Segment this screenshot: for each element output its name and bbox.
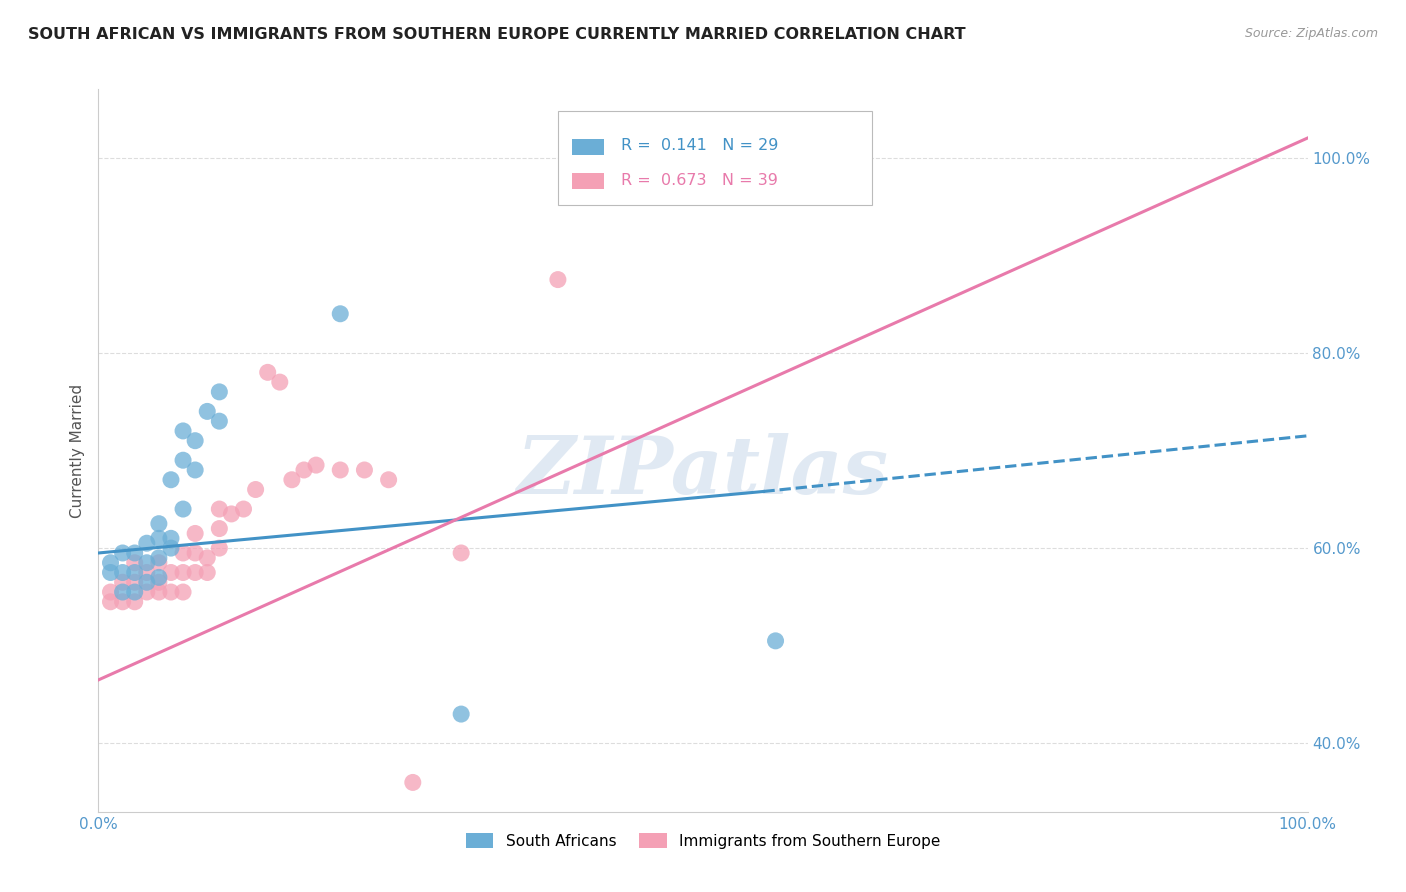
Point xyxy=(135,556,157,570)
Point xyxy=(172,566,194,580)
Point xyxy=(450,707,472,722)
Point xyxy=(111,595,134,609)
Point xyxy=(148,556,170,570)
Point xyxy=(172,502,194,516)
FancyBboxPatch shape xyxy=(572,138,605,154)
Point xyxy=(208,384,231,399)
Point xyxy=(148,570,170,584)
Point xyxy=(208,502,231,516)
Point xyxy=(195,550,218,565)
Point xyxy=(353,463,375,477)
Point xyxy=(377,473,399,487)
Point xyxy=(232,502,254,516)
Point xyxy=(135,585,157,599)
Point xyxy=(148,585,170,599)
Point xyxy=(124,546,146,560)
Text: ZIPatlas: ZIPatlas xyxy=(517,434,889,511)
Point xyxy=(402,775,425,789)
Point xyxy=(135,566,157,580)
Point xyxy=(329,463,352,477)
Point xyxy=(172,585,194,599)
Point xyxy=(100,566,122,580)
Point xyxy=(160,541,183,555)
Point xyxy=(124,556,146,570)
Point xyxy=(100,595,122,609)
Point xyxy=(184,526,207,541)
Text: R =  0.673   N = 39: R = 0.673 N = 39 xyxy=(621,173,778,188)
Point xyxy=(292,463,315,477)
Point xyxy=(172,424,194,438)
Point xyxy=(281,473,304,487)
Point xyxy=(148,532,170,546)
Point xyxy=(124,595,146,609)
Point xyxy=(208,541,231,555)
Point xyxy=(135,536,157,550)
Point xyxy=(160,585,183,599)
Point xyxy=(305,458,328,472)
Point xyxy=(184,463,207,477)
Point xyxy=(184,434,207,448)
Point xyxy=(111,546,134,560)
Point xyxy=(160,566,183,580)
Point xyxy=(124,566,146,580)
FancyBboxPatch shape xyxy=(558,111,872,205)
Point xyxy=(245,483,267,497)
Text: Source: ZipAtlas.com: Source: ZipAtlas.com xyxy=(1244,27,1378,40)
Point xyxy=(221,507,243,521)
Point xyxy=(195,566,218,580)
Legend: South Africans, Immigrants from Southern Europe: South Africans, Immigrants from Southern… xyxy=(460,827,946,855)
Point xyxy=(148,550,170,565)
Point xyxy=(148,575,170,590)
Text: SOUTH AFRICAN VS IMMIGRANTS FROM SOUTHERN EUROPE CURRENTLY MARRIED CORRELATION C: SOUTH AFRICAN VS IMMIGRANTS FROM SOUTHER… xyxy=(28,27,966,42)
Point xyxy=(208,414,231,428)
Point xyxy=(172,453,194,467)
Point xyxy=(148,516,170,531)
Point xyxy=(450,546,472,560)
Point xyxy=(329,307,352,321)
Point xyxy=(195,404,218,418)
Point xyxy=(172,546,194,560)
Point xyxy=(111,585,134,599)
Point xyxy=(765,633,787,648)
Point xyxy=(100,556,122,570)
Point xyxy=(184,546,207,560)
Point xyxy=(124,585,146,599)
Point xyxy=(111,575,134,590)
Point xyxy=(184,566,207,580)
Point xyxy=(124,575,146,590)
Y-axis label: Currently Married: Currently Married xyxy=(69,384,84,517)
Point xyxy=(208,522,231,536)
Point xyxy=(160,473,183,487)
Point xyxy=(547,272,569,286)
Point xyxy=(269,375,291,389)
FancyBboxPatch shape xyxy=(572,173,605,189)
Point xyxy=(160,532,183,546)
Point xyxy=(135,575,157,590)
Point xyxy=(111,566,134,580)
Text: R =  0.141   N = 29: R = 0.141 N = 29 xyxy=(621,138,778,153)
Point xyxy=(256,365,278,379)
Point xyxy=(100,585,122,599)
